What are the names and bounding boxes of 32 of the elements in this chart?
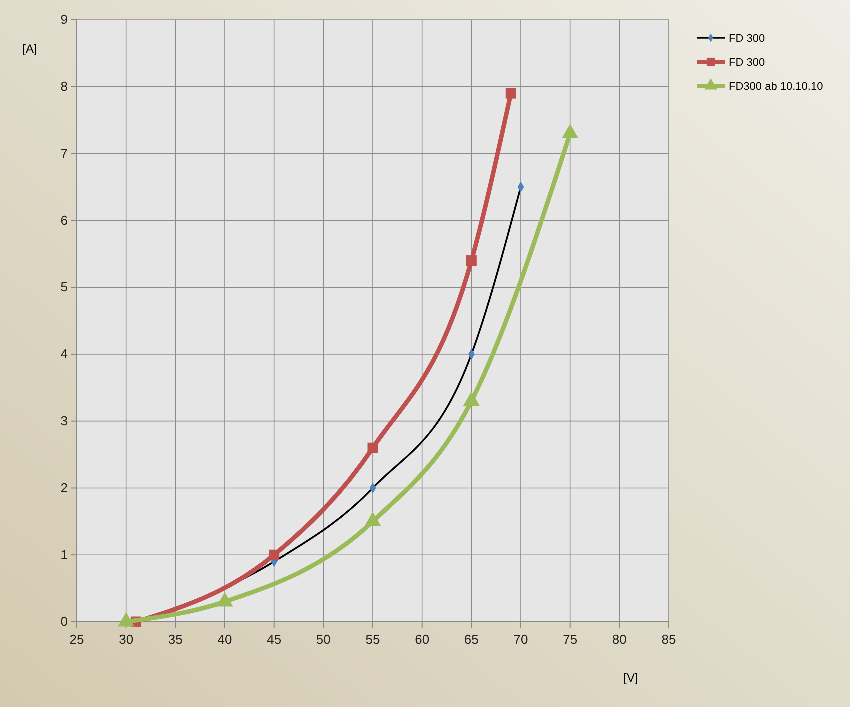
y-tick-label: 7: [60, 146, 68, 161]
x-tick-label: 80: [612, 632, 627, 647]
legend-label: FD 300: [729, 33, 766, 45]
y-tick-label: 2: [60, 480, 68, 496]
x-tick-label: 25: [70, 632, 84, 647]
x-tick-label: 55: [366, 632, 380, 647]
x-tick-label: 75: [563, 632, 578, 647]
y-tick-label: 5: [60, 280, 68, 295]
y-axis-title: [A]: [22, 42, 38, 56]
point: [269, 550, 280, 560]
point: [466, 256, 477, 266]
x-tick-label: 60: [415, 632, 430, 647]
x-tick-label: 30: [119, 632, 134, 647]
point: [506, 88, 516, 99]
x-axis-title: [V]: [624, 671, 638, 685]
x-tick-label: 70: [514, 632, 528, 647]
x-tick-label: 85: [662, 632, 676, 647]
x-tick-label: 35: [168, 632, 183, 647]
point: [368, 442, 378, 454]
x-tick-label: 65: [464, 632, 479, 647]
y-tick-label: 0: [60, 614, 68, 630]
y-tick-label: 8: [60, 79, 68, 94]
y-tick-label: 9: [60, 12, 68, 28]
y-tick-label: 4: [60, 346, 68, 362]
y-tick-label: 1: [60, 547, 68, 562]
y-tick-label: 6: [60, 212, 68, 228]
x-tick-label: 40: [218, 632, 232, 647]
y-tick-label: 3: [60, 413, 68, 428]
x-tick-label: 45: [267, 632, 282, 647]
legend-label: FD 300: [729, 57, 766, 69]
legend-label: FD300 ab 10.10.10: [729, 81, 824, 93]
x-tick-label: 50: [316, 632, 331, 647]
